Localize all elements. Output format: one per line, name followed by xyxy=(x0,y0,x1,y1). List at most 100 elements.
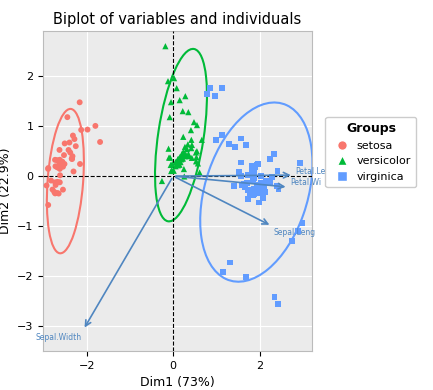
Point xyxy=(249,163,255,169)
Point xyxy=(275,186,282,192)
Point xyxy=(218,85,225,91)
Point xyxy=(64,114,71,120)
Text: Petal.Wi: Petal.Wi xyxy=(290,177,321,186)
Point xyxy=(70,168,77,175)
Point xyxy=(166,114,173,120)
Point xyxy=(37,173,44,179)
Point xyxy=(55,190,62,197)
Point xyxy=(65,147,72,153)
Point xyxy=(251,175,258,181)
Point xyxy=(52,163,59,169)
Point xyxy=(68,156,75,162)
Point xyxy=(194,160,201,167)
Point xyxy=(167,162,174,168)
Point xyxy=(259,195,266,202)
Point xyxy=(69,156,76,162)
Point xyxy=(54,190,61,196)
Point xyxy=(169,161,176,167)
Point xyxy=(250,185,257,191)
Point xyxy=(250,170,257,176)
Text: Petal.Le: Petal.Le xyxy=(295,167,326,176)
Point xyxy=(243,142,250,148)
Point xyxy=(257,180,264,186)
Point xyxy=(247,192,254,199)
Point xyxy=(181,166,187,172)
Point xyxy=(194,148,200,154)
Point xyxy=(76,99,83,105)
Point xyxy=(268,174,275,181)
Point xyxy=(238,135,245,142)
Point xyxy=(57,172,64,179)
Point xyxy=(168,99,174,105)
Point xyxy=(56,166,63,172)
Point xyxy=(180,149,187,155)
Point xyxy=(184,141,191,147)
Point xyxy=(267,156,274,162)
Point xyxy=(206,85,213,91)
Point xyxy=(248,168,255,174)
Point xyxy=(297,160,304,167)
Point xyxy=(191,119,197,125)
Text: Sepal.Width: Sepal.Width xyxy=(35,333,81,342)
Point xyxy=(188,145,195,151)
Point xyxy=(179,156,186,162)
Point xyxy=(171,75,178,81)
Point xyxy=(267,180,274,186)
Point xyxy=(274,168,281,174)
Point xyxy=(226,140,233,147)
Point xyxy=(254,182,261,188)
Point xyxy=(249,191,256,198)
Point xyxy=(172,163,179,169)
Point xyxy=(252,163,259,170)
Point xyxy=(237,173,244,179)
Point xyxy=(226,259,233,266)
Point xyxy=(256,185,263,191)
Point xyxy=(242,184,249,190)
Point xyxy=(255,183,262,190)
Point xyxy=(77,161,84,167)
Point xyxy=(188,137,195,143)
Point xyxy=(54,164,61,170)
Point xyxy=(174,156,181,163)
Point xyxy=(72,143,79,149)
Point xyxy=(176,97,183,103)
Point xyxy=(187,127,194,133)
Point xyxy=(181,144,188,150)
Point xyxy=(158,178,165,184)
Point xyxy=(192,149,199,156)
Point xyxy=(271,294,278,300)
Point xyxy=(182,93,189,99)
Point xyxy=(43,183,50,189)
Point xyxy=(185,109,192,115)
Point xyxy=(45,166,52,172)
Point xyxy=(274,183,281,189)
Title: Biplot of variables and individuals: Biplot of variables and individuals xyxy=(53,12,302,27)
Text: Sepal.Leng: Sepal.Leng xyxy=(274,228,316,237)
Point xyxy=(178,156,185,163)
Point xyxy=(256,183,263,190)
Point xyxy=(244,187,251,193)
X-axis label: Dim1 (73%): Dim1 (73%) xyxy=(140,376,215,389)
Point xyxy=(178,156,185,162)
Point xyxy=(255,190,262,196)
Point xyxy=(198,137,205,143)
Point xyxy=(232,144,239,150)
Point xyxy=(52,190,58,197)
Point xyxy=(241,181,248,187)
Point xyxy=(211,92,218,99)
Point xyxy=(179,150,186,156)
Point xyxy=(162,43,169,49)
Point xyxy=(249,177,256,183)
Point xyxy=(176,154,183,160)
Point xyxy=(294,228,301,234)
Point xyxy=(253,189,260,195)
Point xyxy=(218,132,225,138)
Point xyxy=(56,165,63,171)
Point xyxy=(237,160,244,166)
Point xyxy=(167,154,174,161)
Point xyxy=(180,134,187,140)
Point xyxy=(184,153,191,159)
Point xyxy=(69,133,76,139)
Point xyxy=(261,183,268,190)
Point xyxy=(56,157,63,163)
